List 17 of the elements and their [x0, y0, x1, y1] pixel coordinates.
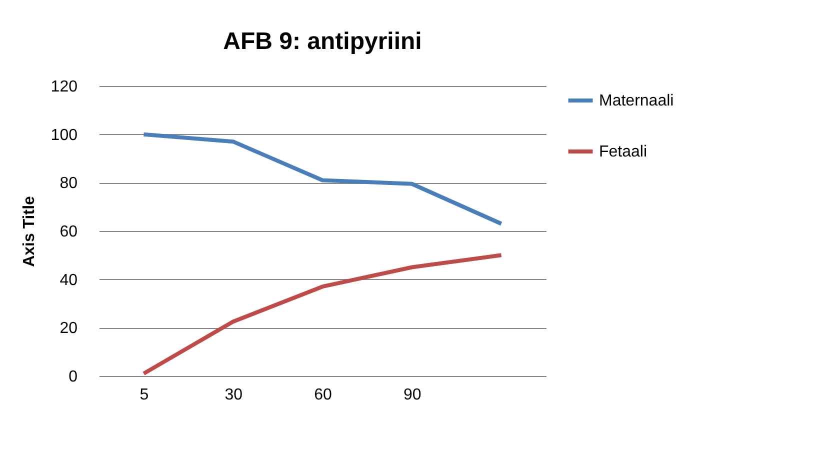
y-tick-label: 60 [60, 224, 78, 240]
x-tick-label: 90 [404, 386, 422, 404]
line-series [142, 132, 504, 226]
x-tick-label: 60 [314, 386, 332, 404]
legend-label: Fetaali [599, 144, 648, 160]
x-tick-label: 30 [224, 386, 243, 404]
y-tick-label: 40 [60, 272, 78, 289]
y-tick-label: 20 [60, 320, 78, 338]
chart-title: AFB 9: antipyriini [223, 28, 422, 55]
y-tick-label: 100 [50, 126, 78, 144]
x-tick-label: 5 [140, 386, 149, 404]
legend-label: Maternaali [599, 92, 674, 110]
line-series [142, 253, 504, 376]
y-tick-label: 0 [68, 368, 78, 386]
y-tick-label: 120 [50, 78, 78, 96]
y-tick-label: 80 [60, 175, 78, 192]
y-axis-title: Axis Title [20, 196, 38, 267]
